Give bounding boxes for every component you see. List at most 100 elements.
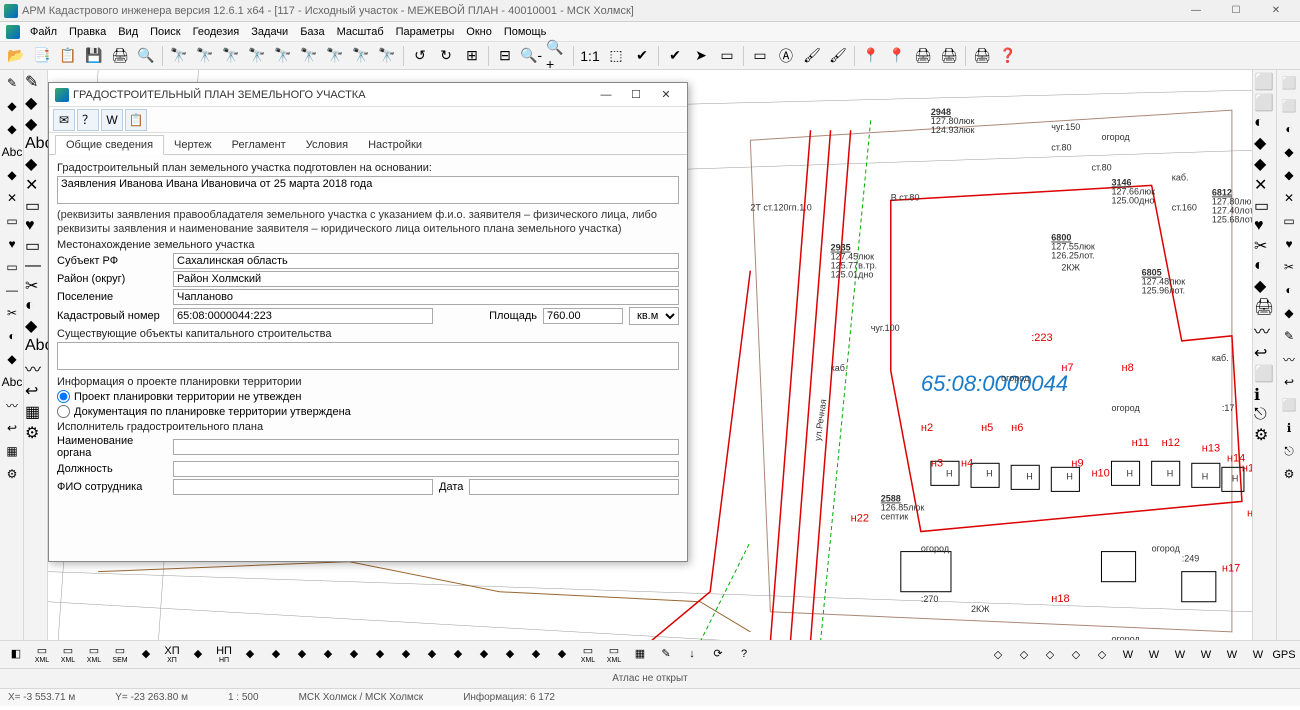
rb1-btn-6[interactable]: ▭ (1278, 210, 1300, 232)
main-tb-btn-29[interactable]: 🖌 (800, 44, 824, 68)
rb1-btn-12[interactable]: 〰 (1278, 348, 1300, 370)
main-tb-btn-34[interactable]: 🖨 (937, 44, 961, 68)
dialog-tab-2[interactable]: Регламент (222, 136, 296, 154)
main-tb-btn-11[interactable]: 🔭 (297, 44, 321, 68)
bottom-btn-4[interactable]: ▭SEM (108, 643, 132, 667)
rb2-btn-3[interactable]: ◆ (1254, 133, 1275, 153)
fio-input[interactable] (173, 479, 433, 495)
bottom-btn-21[interactable]: ◆ (550, 643, 574, 667)
bottom-btn-15[interactable]: ◆ (394, 643, 418, 667)
bottom-btn-9[interactable]: ◆ (238, 643, 262, 667)
rb2-btn-13[interactable]: ↩ (1254, 343, 1275, 363)
lb1-btn-9[interactable]: — (1, 279, 23, 301)
cadnum-input[interactable] (173, 308, 433, 324)
bottom-right-btn-5[interactable]: W (1116, 643, 1140, 667)
bottom-btn-20[interactable]: ◆ (524, 643, 548, 667)
bottom-right-btn-10[interactable]: W (1246, 643, 1270, 667)
dialog-maximize-button[interactable]: ☐ (621, 85, 651, 105)
rb1-btn-10[interactable]: ◆ (1278, 302, 1300, 324)
menu-База[interactable]: База (294, 24, 330, 40)
lb2-btn-5[interactable]: ✕ (25, 175, 46, 195)
lb2-btn-7[interactable]: ♥ (25, 217, 46, 235)
lb2-btn-4[interactable]: ◆ (25, 154, 46, 174)
lb2-btn-17[interactable]: ⚙ (25, 423, 46, 443)
rb1-btn-13[interactable]: ↩ (1278, 371, 1300, 393)
lb1-btn-5[interactable]: ✕ (1, 187, 23, 209)
menu-Помощь[interactable]: Помощь (498, 24, 553, 40)
rb1-btn-7[interactable]: ♥ (1278, 233, 1300, 255)
lb1-btn-7[interactable]: ♥ (1, 233, 23, 255)
project-not-approved-radio[interactable] (57, 390, 70, 403)
rb2-btn-8[interactable]: ✂ (1254, 236, 1275, 256)
main-tb-btn-1[interactable]: 📑 (30, 44, 54, 68)
main-tb-btn-24[interactable]: ✔ (663, 44, 687, 68)
rb1-btn-8[interactable]: ✂ (1278, 256, 1300, 278)
lb2-btn-15[interactable]: ↩ (25, 381, 46, 401)
main-tb-btn-22[interactable]: ⬚ (604, 44, 628, 68)
menu-Параметры[interactable]: Параметры (390, 24, 461, 40)
rb2-btn-14[interactable]: ⬜ (1254, 364, 1275, 384)
lb2-btn-6[interactable]: ▭ (25, 196, 46, 216)
bottom-btn-6[interactable]: XПXП (160, 643, 184, 667)
main-tb-btn-5[interactable]: 🔍 (134, 44, 158, 68)
main-tb-btn-33[interactable]: 🖨 (911, 44, 935, 68)
menu-Поиск[interactable]: Поиск (144, 24, 186, 40)
bottom-btn-13[interactable]: ◆ (342, 643, 366, 667)
minimize-button[interactable]: — (1176, 1, 1216, 21)
rb1-btn-0[interactable]: ⬜ (1278, 72, 1300, 94)
bottom-btn-22[interactable]: ▭XML (576, 643, 600, 667)
date-input[interactable] (469, 479, 679, 495)
main-tb-btn-27[interactable]: ▭ (748, 44, 772, 68)
bottom-btn-7[interactable]: ◆ (186, 643, 210, 667)
lb1-btn-14[interactable]: 〰 (1, 394, 23, 416)
dialog-tb-3[interactable]: 📋 (125, 109, 147, 131)
main-tb-btn-3[interactable]: 💾 (82, 44, 106, 68)
main-tb-btn-28[interactable]: Ⓐ (774, 44, 798, 68)
main-tb-btn-4[interactable]: 🖨 (108, 44, 132, 68)
main-tb-btn-23[interactable]: ✔ (630, 44, 654, 68)
existing-input[interactable] (57, 342, 679, 370)
rb2-btn-4[interactable]: ◆ (1254, 154, 1275, 174)
lb2-btn-11[interactable]: ◐ (25, 297, 46, 315)
lb2-btn-14[interactable]: 〰 (25, 356, 46, 380)
menu-Правка[interactable]: Правка (63, 24, 112, 40)
dialog-tab-4[interactable]: Настройки (358, 136, 432, 154)
rb1-btn-16[interactable]: ⎋ (1278, 440, 1300, 462)
main-tb-btn-21[interactable]: 1:1 (578, 44, 602, 68)
main-tb-btn-6[interactable]: 🔭 (167, 44, 191, 68)
area-input[interactable] (543, 308, 623, 324)
lb1-btn-4[interactable]: ◆ (1, 164, 23, 186)
rb2-btn-17[interactable]: ⚙ (1254, 425, 1275, 445)
lb1-btn-0[interactable]: ✎ (1, 72, 23, 94)
lb2-btn-8[interactable]: ▭ (25, 236, 46, 256)
rb2-btn-0[interactable]: ⬜ (1254, 72, 1275, 92)
lb1-btn-12[interactable]: ◆ (1, 348, 23, 370)
map-canvas[interactable]: 65:08:0000044 :223 н2н3н4н5н6н7н8н9н10н1… (48, 70, 1252, 640)
position-input[interactable] (173, 461, 679, 477)
bottom-btn-26[interactable]: ↓ (680, 643, 704, 667)
rb2-btn-7[interactable]: ♥ (1254, 217, 1275, 235)
rb1-btn-1[interactable]: ⬜ (1278, 95, 1300, 117)
org-input[interactable] (173, 439, 679, 455)
rb1-btn-5[interactable]: ✕ (1278, 187, 1300, 209)
lb2-btn-3[interactable]: Abc (25, 135, 46, 153)
bottom-btn-19[interactable]: ◆ (498, 643, 522, 667)
bottom-right-btn-6[interactable]: W (1142, 643, 1166, 667)
dialog-titlebar[interactable]: ГРАДОСТРОИТЕЛЬНЫЙ ПЛАН ЗЕМЕЛЬНОГО УЧАСТК… (49, 83, 687, 107)
district-input[interactable] (173, 271, 679, 287)
main-tb-btn-30[interactable]: 🖌 (826, 44, 850, 68)
bottom-btn-17[interactable]: ◆ (446, 643, 470, 667)
rb2-btn-9[interactable]: ◐ (1254, 257, 1275, 275)
rb1-btn-4[interactable]: ◆ (1278, 164, 1300, 186)
main-tb-btn-31[interactable]: 📍 (859, 44, 883, 68)
bottom-right-btn-2[interactable]: ◇ (1038, 643, 1062, 667)
rb2-btn-6[interactable]: ▭ (1254, 196, 1275, 216)
rb2-btn-15[interactable]: ℹ (1254, 385, 1275, 405)
lb2-btn-2[interactable]: ◆ (25, 114, 46, 134)
subject-input[interactable] (173, 253, 679, 269)
main-tb-btn-7[interactable]: 🔭 (193, 44, 217, 68)
rb1-btn-17[interactable]: ⚙ (1278, 463, 1300, 485)
main-tb-btn-16[interactable]: ↻ (434, 44, 458, 68)
dialog-tb-1[interactable]: ？ (77, 109, 99, 131)
rb2-btn-1[interactable]: ⬜ (1254, 93, 1275, 113)
